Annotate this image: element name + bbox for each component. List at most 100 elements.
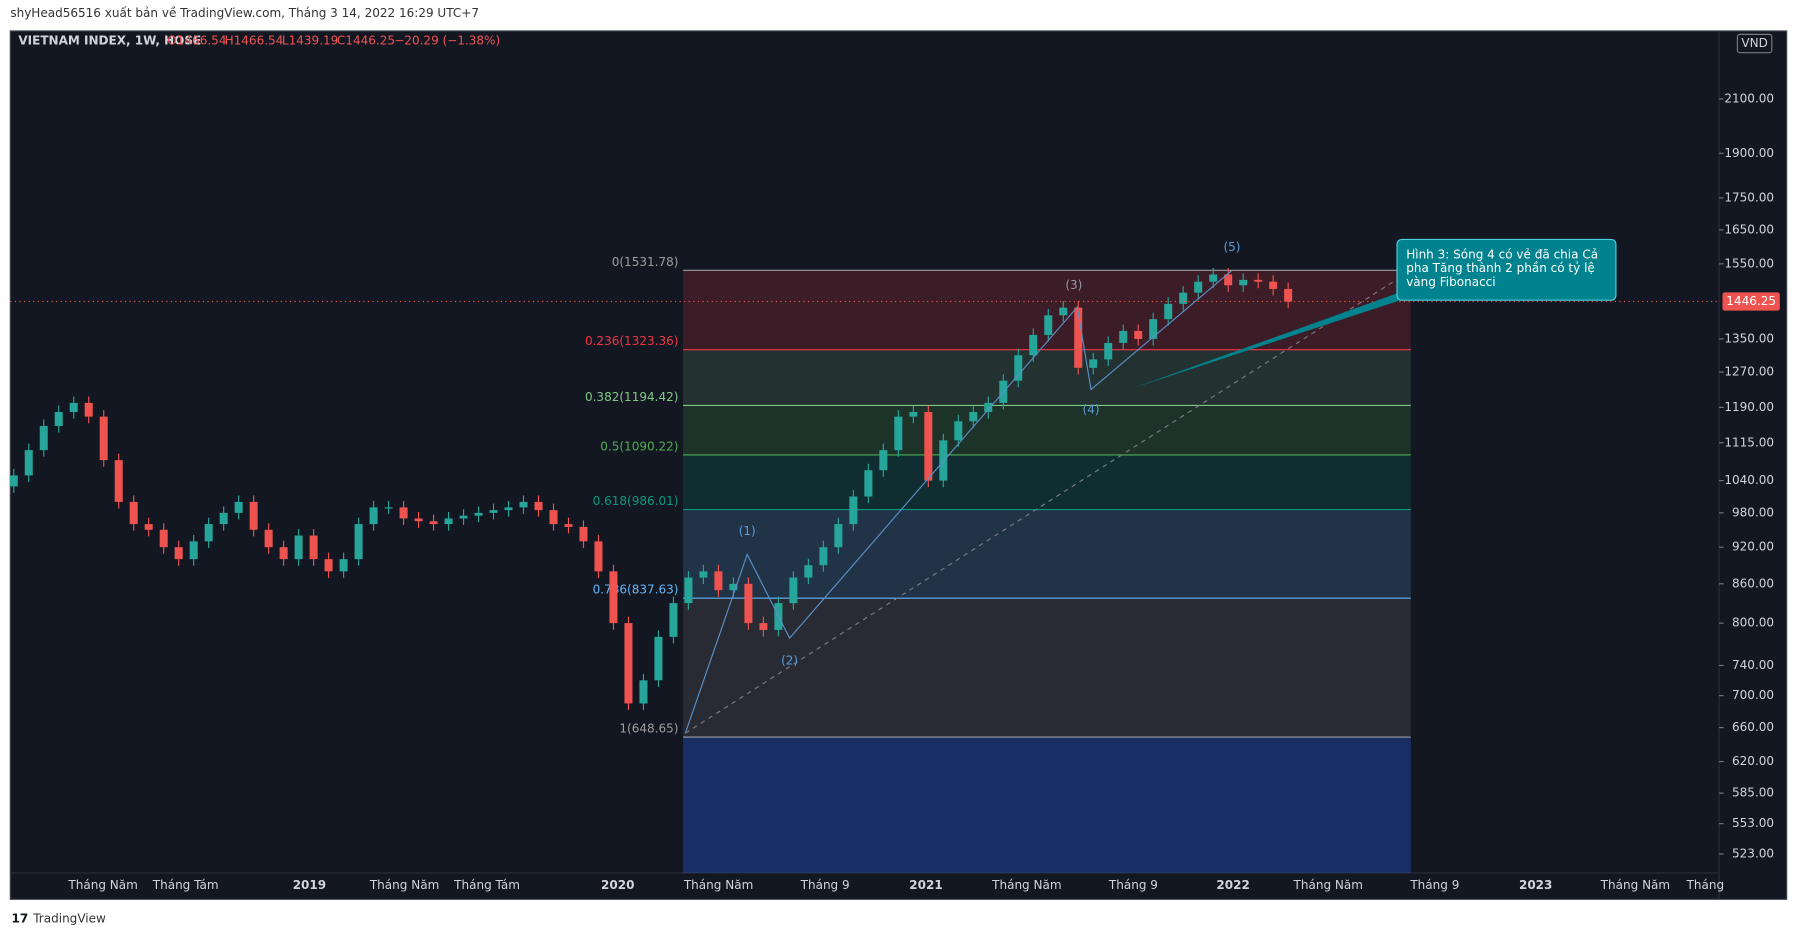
wave-path — [684, 269, 1233, 734]
x-tick-label: Tháng Năm — [369, 878, 439, 892]
y-tick-label: 920.00 — [1732, 540, 1774, 554]
chart-area — [9, 30, 1788, 900]
candle-body — [219, 512, 228, 525]
y-tick-label: 2100.00 — [1724, 91, 1774, 105]
y-tick-label: 523.00 — [1732, 846, 1774, 860]
x-tick-label: Tháng Năm — [1600, 878, 1670, 892]
currency-box[interactable] — [1736, 33, 1773, 54]
ohlc-open: O1466.54 — [167, 34, 226, 48]
y-tick-label: 1550.00 — [1724, 256, 1774, 270]
candle-body — [369, 507, 378, 525]
x-tick-label: Tháng Năm — [1293, 878, 1363, 892]
callout-box — [1396, 238, 1617, 301]
fib-zone — [683, 349, 1411, 406]
candle-body — [789, 577, 798, 604]
x-tick-label: 2022 — [1216, 878, 1249, 892]
y-tick-label: 585.00 — [1732, 786, 1774, 800]
candle-body — [24, 450, 33, 476]
candle-body — [159, 529, 168, 548]
y-tick-label: 1900.00 — [1724, 146, 1774, 160]
candle-body — [39, 425, 48, 451]
currency: VND — [1741, 36, 1767, 50]
x-tick-label: Tháng Tám — [152, 878, 219, 892]
candle-body — [429, 521, 438, 525]
candle-body — [129, 501, 138, 525]
candle-body — [1074, 307, 1083, 368]
candle-body — [969, 412, 978, 422]
brand: TradingView — [32, 911, 106, 925]
x-tick-label: Tháng Năm — [991, 878, 1061, 892]
x-tick-label: 2019 — [293, 878, 326, 892]
candle-body — [1119, 330, 1128, 343]
fib-zone — [683, 509, 1411, 599]
candle-body — [1149, 319, 1158, 339]
fib-label: 0(1531.78) — [612, 255, 679, 269]
y-tick-label: 1040.00 — [1724, 473, 1774, 487]
y-tick-label: 660.00 — [1732, 720, 1774, 734]
fib-label: 0.236(1323.36) — [585, 334, 678, 348]
fib-label: 1(648.65) — [619, 722, 678, 736]
candle-body — [624, 623, 633, 704]
candle-body — [339, 559, 348, 572]
candle-body — [279, 547, 288, 560]
candle-body — [1134, 330, 1143, 339]
y-tick-label: 1115.00 — [1724, 435, 1774, 449]
ohlc-high: H1466.54 — [225, 34, 284, 48]
candle-body — [144, 524, 153, 530]
candle-body — [849, 496, 858, 525]
x-tick-label: Tháng Năm — [67, 878, 137, 892]
candle-body — [1284, 288, 1293, 302]
ohlc-low: L1439.19 — [282, 34, 338, 48]
candle-body — [744, 583, 753, 624]
candle-body — [399, 507, 408, 519]
candle-body — [489, 510, 498, 513]
wave-label: (1) — [739, 524, 756, 538]
y-tick-label: 1750.00 — [1724, 190, 1774, 204]
candle-body — [504, 507, 513, 511]
fib-label: 0.382(1194.42) — [585, 390, 678, 404]
candle-body — [1029, 334, 1038, 356]
candle-body — [579, 526, 588, 542]
y-tick-label: 700.00 — [1732, 688, 1774, 702]
candle-body — [804, 565, 813, 578]
x-tick-label: 2020 — [601, 878, 634, 892]
candle-body — [249, 501, 258, 530]
wave-label: (4) — [1083, 403, 1100, 417]
fib-zone — [683, 598, 1411, 738]
candle-body — [1014, 355, 1023, 381]
candle-body — [639, 680, 648, 704]
candle-body — [879, 450, 888, 471]
candle-body — [669, 603, 678, 637]
candle-body — [99, 416, 108, 461]
candle-body — [9, 475, 18, 487]
last-price-label: 1446.25 — [1726, 294, 1776, 308]
ohlc-change: −20.29 (−1.38%) — [394, 34, 500, 48]
y-tick-label: 620.00 — [1732, 754, 1774, 768]
trend-dashed — [685, 274, 1405, 734]
candle-body — [819, 547, 828, 566]
candle-body — [234, 501, 243, 513]
candle-body — [759, 623, 768, 630]
candle-body — [1224, 274, 1233, 286]
y-tick-label: 1270.00 — [1724, 365, 1774, 379]
candle-body — [414, 518, 423, 522]
candle-body — [714, 571, 723, 591]
candle-body — [984, 402, 993, 413]
candle-body — [1164, 303, 1173, 320]
candle-body — [594, 541, 603, 572]
candle-body — [324, 559, 333, 572]
candle-body — [729, 583, 738, 591]
candle-body — [684, 577, 693, 604]
fib-zone — [683, 737, 1411, 873]
candle-body — [264, 529, 273, 548]
candle-body — [609, 571, 618, 624]
x-tick-label: Tháng 9 — [1108, 878, 1158, 892]
fib-label: 0.786(837.63) — [593, 583, 679, 597]
wave-label: (5) — [1223, 240, 1240, 254]
candle-body — [1269, 281, 1278, 289]
candle-body — [174, 547, 183, 560]
x-tick-label: Tháng Tám — [453, 878, 520, 892]
y-tick-label: 1650.00 — [1724, 222, 1774, 236]
